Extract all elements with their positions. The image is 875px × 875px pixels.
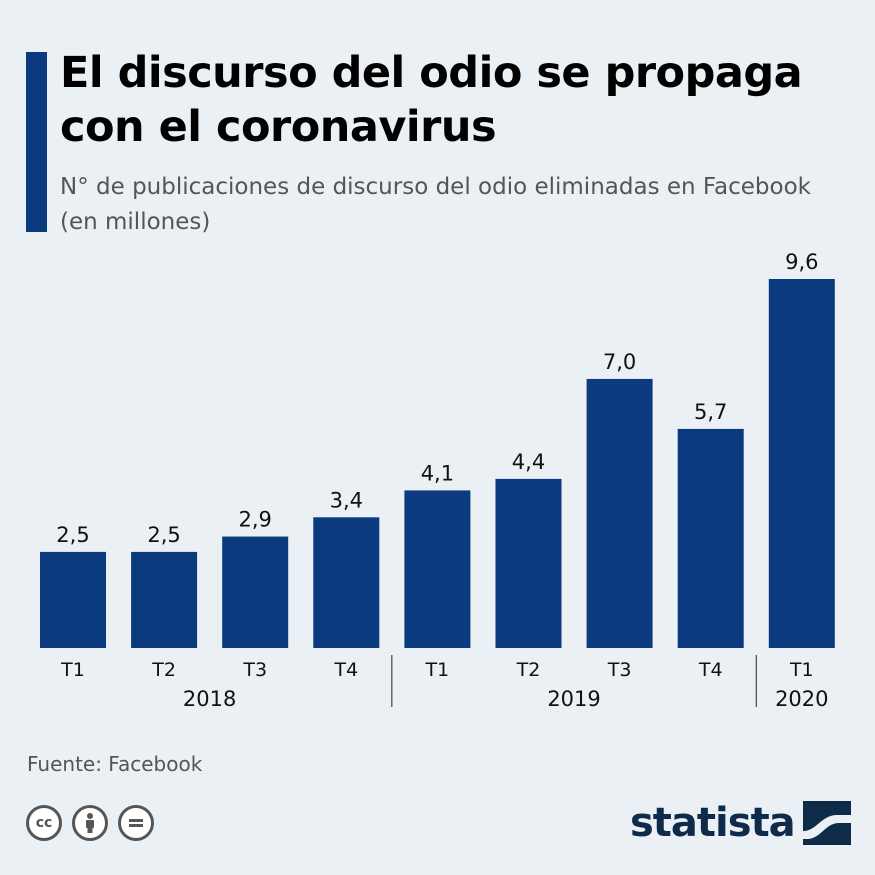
brand-name: statista xyxy=(630,800,796,846)
x-tick-label: T2 xyxy=(516,659,541,681)
chart-title: El discurso del odio se propaga con el c… xyxy=(60,48,803,152)
bar-value-label: 2,5 xyxy=(56,523,89,547)
x-tick-label: T1 xyxy=(60,659,85,681)
x-tick-label: T1 xyxy=(789,659,814,681)
x-tick-label: T3 xyxy=(242,659,267,681)
x-tick-label: T2 xyxy=(151,659,176,681)
source-note: Fuente: Facebook xyxy=(27,752,203,776)
bar-value-label: 7,0 xyxy=(603,350,636,374)
bar xyxy=(131,551,198,648)
bar xyxy=(313,517,380,648)
bar-value-label: 2,5 xyxy=(147,523,180,547)
bar xyxy=(222,536,289,648)
x-tick-label: T1 xyxy=(425,659,450,681)
chart-subtitle: N° de publicaciones de discurso del odio… xyxy=(60,174,811,235)
bar xyxy=(40,551,106,648)
statista-logo-icon xyxy=(802,801,851,845)
license-icons: cc xyxy=(26,805,154,841)
x-tick-label: T3 xyxy=(607,659,632,681)
bar xyxy=(495,478,562,648)
bar-value-label: 4,1 xyxy=(421,461,454,485)
nd-icon[interactable] xyxy=(118,805,154,841)
statista-logo[interactable]: statista xyxy=(630,800,851,846)
bar xyxy=(586,378,653,648)
by-icon[interactable] xyxy=(72,805,108,841)
x-group-label: 2018 xyxy=(183,687,236,711)
x-tick-label: T4 xyxy=(333,659,358,681)
bar-value-label: 3,4 xyxy=(330,488,363,512)
bar xyxy=(404,490,471,648)
bar-value-label: 5,7 xyxy=(694,400,727,424)
bar-value-label: 9,6 xyxy=(785,250,818,274)
bar xyxy=(677,428,744,648)
x-group-label: 2019 xyxy=(547,687,600,711)
bar xyxy=(768,279,835,648)
x-group-label: 2020 xyxy=(775,687,828,711)
bar-value-label: 4,4 xyxy=(512,450,545,474)
bar-value-label: 2,9 xyxy=(238,508,271,532)
cc-icon[interactable]: cc xyxy=(26,805,62,841)
x-tick-label: T4 xyxy=(698,659,723,681)
accent-bar xyxy=(26,52,47,232)
